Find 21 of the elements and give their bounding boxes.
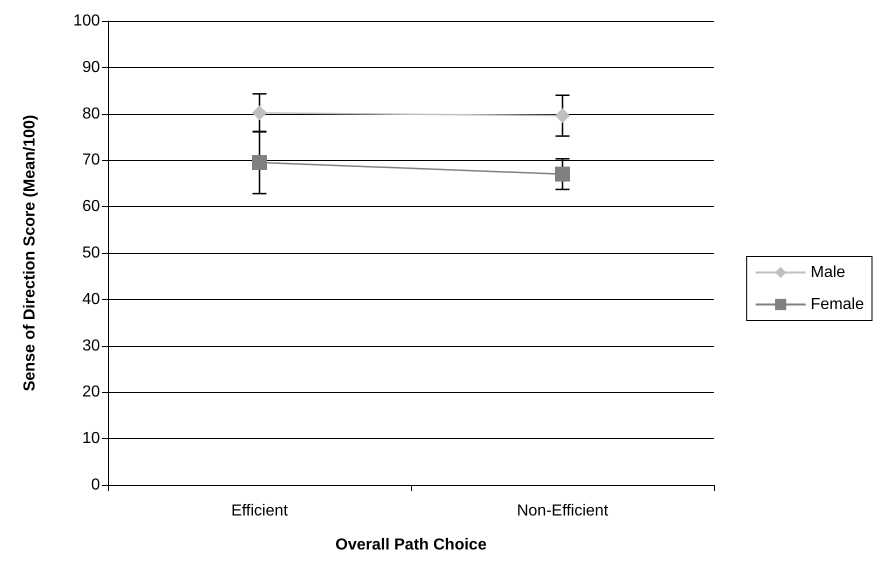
x-tick-label: Non-Efficient bbox=[516, 502, 609, 520]
y-tick-label: 0 bbox=[91, 476, 100, 494]
y-tick-label: 100 bbox=[73, 12, 100, 30]
y-axis-title: Sense of Direction Score (Mean/100) bbox=[22, 114, 38, 392]
y-tick-label: 70 bbox=[82, 152, 100, 169]
point bbox=[252, 105, 267, 120]
y-tick-label: 90 bbox=[82, 58, 100, 76]
legend-label: Male bbox=[810, 264, 846, 281]
x-tick-label: Efficient bbox=[231, 502, 288, 520]
y-tick-label: 50 bbox=[82, 244, 100, 262]
y-tick-label: 20 bbox=[82, 384, 100, 401]
y-tick-label: 40 bbox=[82, 290, 100, 308]
legend-label: Female bbox=[810, 296, 864, 313]
point bbox=[555, 108, 570, 124]
y-tick-label: 10 bbox=[82, 430, 100, 448]
y-tick-label: 60 bbox=[82, 198, 100, 216]
y-tick-label: 80 bbox=[82, 105, 100, 122]
y-tick-label: 30 bbox=[82, 337, 100, 354]
point bbox=[252, 155, 267, 170]
x-axis-title: Overall Path Choice bbox=[335, 536, 487, 554]
point bbox=[555, 166, 570, 182]
